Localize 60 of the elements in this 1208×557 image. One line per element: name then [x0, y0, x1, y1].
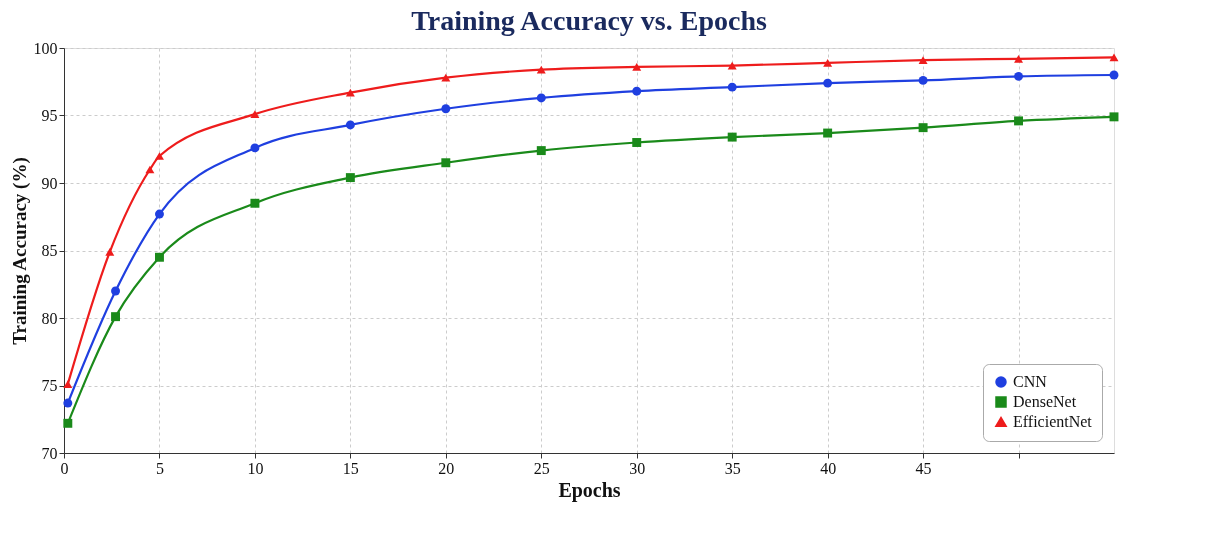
x-tick-label: 0 — [60, 459, 69, 477]
point — [111, 312, 121, 322]
point — [1014, 71, 1024, 81]
point — [727, 82, 737, 92]
x-tick-label: 15 — [342, 459, 359, 477]
point — [1109, 112, 1119, 122]
point — [250, 143, 260, 153]
x-tick-label: 30 — [629, 459, 646, 477]
y-tick-label: 90 — [41, 174, 58, 192]
legend-label: EfficientNet — [1013, 413, 1093, 430]
point — [63, 380, 73, 389]
x-tick-label: 5 — [155, 459, 164, 477]
chart-title: Training Accuracy vs. Epochs — [411, 5, 767, 36]
point — [105, 247, 115, 256]
y-tick-label: 85 — [41, 242, 58, 259]
point — [918, 123, 928, 133]
point — [441, 158, 451, 168]
point — [154, 209, 164, 219]
y-tick-label: 75 — [41, 377, 58, 394]
y-axis-title: Training Accuracy (%) — [8, 157, 31, 345]
point — [823, 58, 833, 67]
point — [632, 138, 642, 147]
point — [823, 78, 833, 88]
point — [1109, 70, 1119, 80]
y-tick-label: 80 — [41, 309, 58, 327]
point — [536, 93, 546, 103]
point — [345, 120, 355, 130]
point — [632, 86, 642, 96]
point — [823, 128, 833, 138]
y-tick-label: 95 — [41, 107, 58, 124]
x-tick-label: 45 — [915, 459, 932, 477]
y-tick-label: 100 — [33, 39, 58, 57]
point — [154, 152, 164, 160]
x-tick-label: 40 — [820, 459, 837, 477]
point — [111, 286, 121, 296]
point — [536, 146, 546, 156]
point — [727, 132, 737, 142]
point — [63, 398, 73, 408]
legend-label: DenseNet — [1013, 393, 1077, 410]
x-tick-label: 10 — [247, 459, 264, 477]
x-tick-label: 20 — [438, 459, 455, 477]
point — [154, 252, 164, 262]
point — [63, 418, 73, 428]
point — [918, 56, 928, 65]
y-tick-label: 70 — [41, 444, 58, 462]
point — [1014, 54, 1024, 63]
point — [918, 75, 928, 85]
x-tick-label: 35 — [724, 459, 741, 477]
point — [441, 104, 451, 114]
point — [441, 73, 451, 82]
point — [345, 173, 355, 183]
point — [632, 63, 642, 71]
x-axis-title: Epochs — [558, 478, 621, 502]
point — [145, 165, 155, 174]
point — [1109, 53, 1119, 62]
point — [1014, 116, 1024, 126]
legend-label: CNN — [1013, 373, 1048, 390]
point — [250, 110, 260, 119]
x-tick-label: 25 — [533, 459, 550, 477]
point — [250, 198, 260, 208]
